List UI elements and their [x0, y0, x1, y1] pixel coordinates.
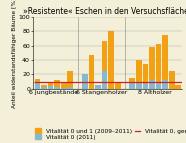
- Bar: [102, 71, 108, 89]
- Bar: [68, 71, 73, 89]
- Bar: [136, 60, 142, 89]
- Bar: [129, 78, 135, 89]
- Bar: [95, 85, 101, 89]
- Bar: [95, 85, 101, 89]
- Bar: [41, 85, 47, 89]
- Bar: [175, 85, 181, 89]
- Bar: [142, 64, 148, 89]
- Bar: [142, 84, 148, 89]
- Bar: [156, 83, 161, 89]
- Bar: [162, 80, 168, 89]
- Bar: [89, 55, 94, 89]
- Bar: [54, 87, 60, 89]
- Bar: [61, 83, 67, 89]
- Y-axis label: Anteil widerstandsfähiger Bäume [%]: Anteil widerstandsfähiger Bäume [%]: [12, 0, 17, 108]
- Bar: [136, 82, 142, 89]
- Bar: [169, 71, 175, 89]
- Bar: [149, 47, 155, 89]
- Bar: [82, 74, 88, 89]
- Bar: [35, 82, 40, 89]
- Title: »Resistente« Eschen in den Versuchsflächen: »Resistente« Eschen in den Versuchsfläch…: [23, 7, 186, 16]
- Bar: [102, 41, 108, 89]
- Bar: [54, 80, 60, 89]
- Bar: [82, 82, 88, 89]
- Bar: [48, 82, 54, 89]
- Bar: [61, 88, 67, 89]
- Bar: [162, 35, 168, 89]
- Bar: [48, 86, 54, 89]
- Bar: [149, 80, 155, 89]
- Bar: [156, 44, 161, 89]
- Bar: [68, 87, 73, 89]
- Bar: [108, 31, 114, 89]
- Legend: Vitalität 0 und 1 (2009–2011), Vitalität 0 (2011), Vitalität 0, gemittelt (2011): Vitalität 0 und 1 (2009–2011), Vitalität…: [35, 128, 186, 140]
- Bar: [35, 79, 40, 89]
- Bar: [41, 87, 47, 89]
- Bar: [129, 82, 135, 89]
- Bar: [115, 83, 121, 89]
